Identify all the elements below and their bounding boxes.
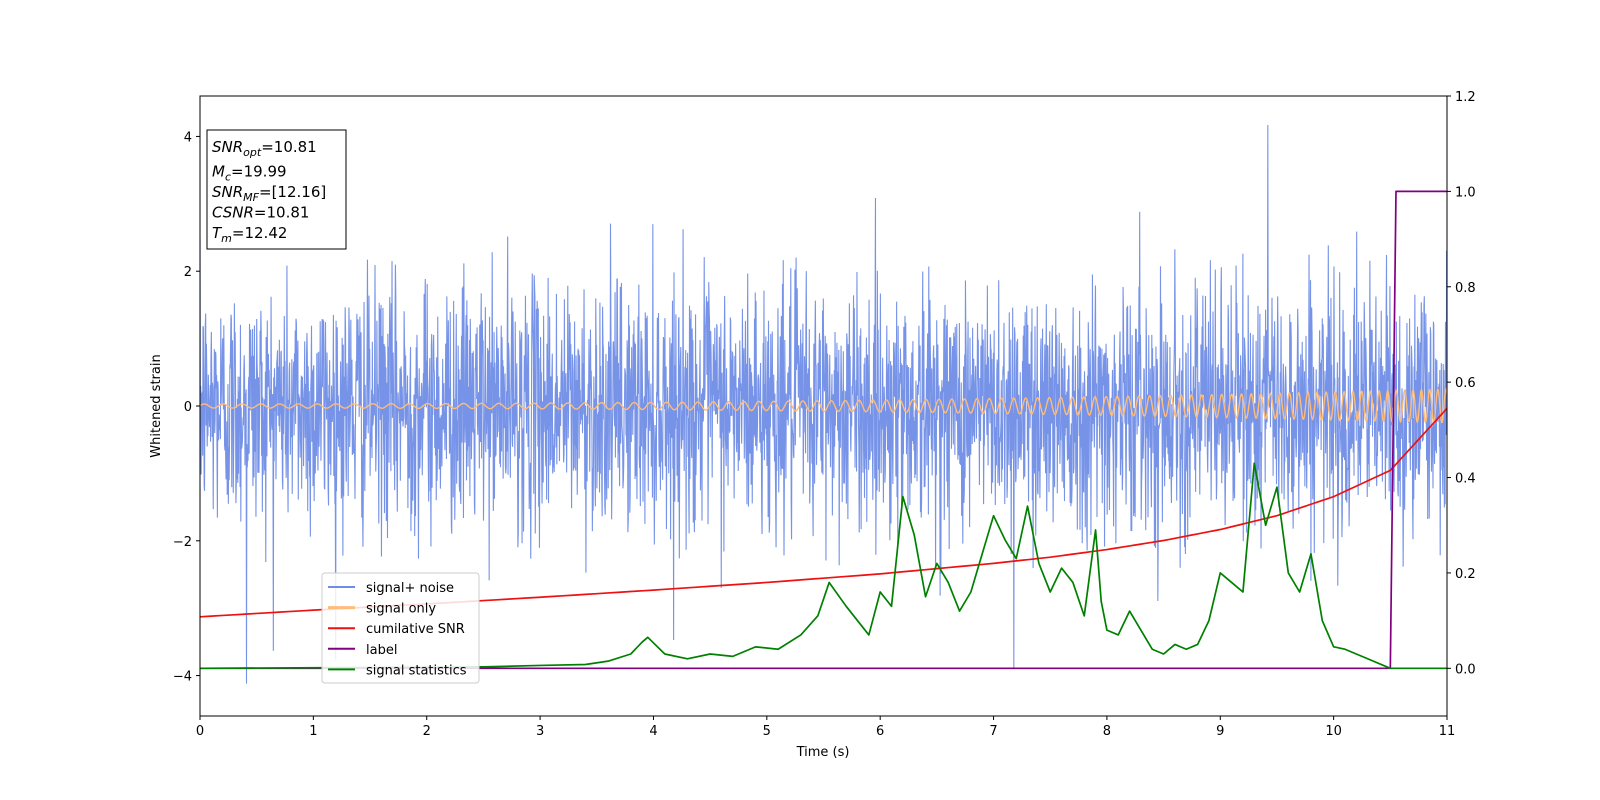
x-tick-label: 1 bbox=[309, 724, 317, 739]
plot-area bbox=[200, 124, 1447, 684]
x-tick-label: 4 bbox=[649, 724, 657, 739]
y2-tick-label: 1.0 bbox=[1455, 185, 1476, 200]
legend-entry: signal only bbox=[366, 602, 436, 617]
x-tick-label: 9 bbox=[1216, 724, 1224, 739]
annotation-line: Mc=19.99 bbox=[212, 163, 287, 184]
series-signal-statistics-line bbox=[200, 462, 1447, 670]
x-axis-label: Time (s) bbox=[796, 745, 850, 760]
series-label-line bbox=[200, 190, 1447, 670]
legend-frame bbox=[321, 572, 480, 684]
y2-tick-label: 0.4 bbox=[1455, 472, 1476, 487]
legend-entry: label bbox=[366, 643, 397, 658]
x-tick-label: 7 bbox=[989, 724, 997, 739]
x-tick-label: 5 bbox=[763, 724, 771, 739]
legend: signal+ noise signal only cumilative SNR la… bbox=[321, 572, 480, 684]
legend-entry: signal+ noise bbox=[366, 581, 454, 596]
y-tick-label: 0 bbox=[184, 400, 192, 415]
annotation-box: SNRopt=10.81 Mc=19.99SNRMF=[12.16]CSNR=10… bbox=[206, 129, 347, 250]
x-tick-label: 10 bbox=[1325, 724, 1342, 739]
y2-tick-label: 0.0 bbox=[1455, 662, 1476, 677]
legend-entry: signal statistics bbox=[366, 663, 467, 678]
series-cumulative-snr-line bbox=[200, 407, 1447, 618]
y-tick-label: −4 bbox=[173, 670, 192, 685]
y2-tick-label: 1.2 bbox=[1455, 90, 1476, 105]
x-tick-label: 8 bbox=[1103, 724, 1111, 739]
legend-entry: cumilative SNR bbox=[366, 622, 465, 637]
y-tick-label: −2 bbox=[173, 535, 192, 550]
x-tick-label: 0 bbox=[196, 724, 204, 739]
y2-tick-label: 0.2 bbox=[1455, 567, 1476, 582]
annotation-line: SNRopt=10.81 bbox=[212, 138, 317, 159]
y-axis-label: Whitened strain bbox=[149, 354, 164, 457]
y-tick-label: 2 bbox=[184, 265, 192, 280]
x-tick-label: 3 bbox=[536, 724, 544, 739]
x-tick-label: 11 bbox=[1439, 724, 1456, 739]
annotation-line: CSNR=10.81 bbox=[212, 204, 309, 222]
series-signal-only-line bbox=[200, 387, 1447, 424]
annotation-line: Tm=12.42 bbox=[212, 224, 287, 245]
series-signal-noise-line bbox=[200, 124, 1447, 684]
y2-tick-label: 0.8 bbox=[1455, 281, 1476, 296]
axes: 0 1 2 3 4 5 6 7 8 9 10 11 −4 −2 0 2 4 0.0 0.2 0.4 0.6 0.8 1.0 1… bbox=[173, 90, 1476, 739]
annotation-frame bbox=[206, 129, 347, 250]
annotation-line: SNRMF=[12.16] bbox=[212, 183, 326, 204]
x-tick-label: 2 bbox=[423, 724, 431, 739]
y2-tick-label: 0.6 bbox=[1455, 376, 1476, 391]
y-tick-label: 4 bbox=[184, 130, 192, 145]
x-tick-label: 6 bbox=[876, 724, 884, 739]
